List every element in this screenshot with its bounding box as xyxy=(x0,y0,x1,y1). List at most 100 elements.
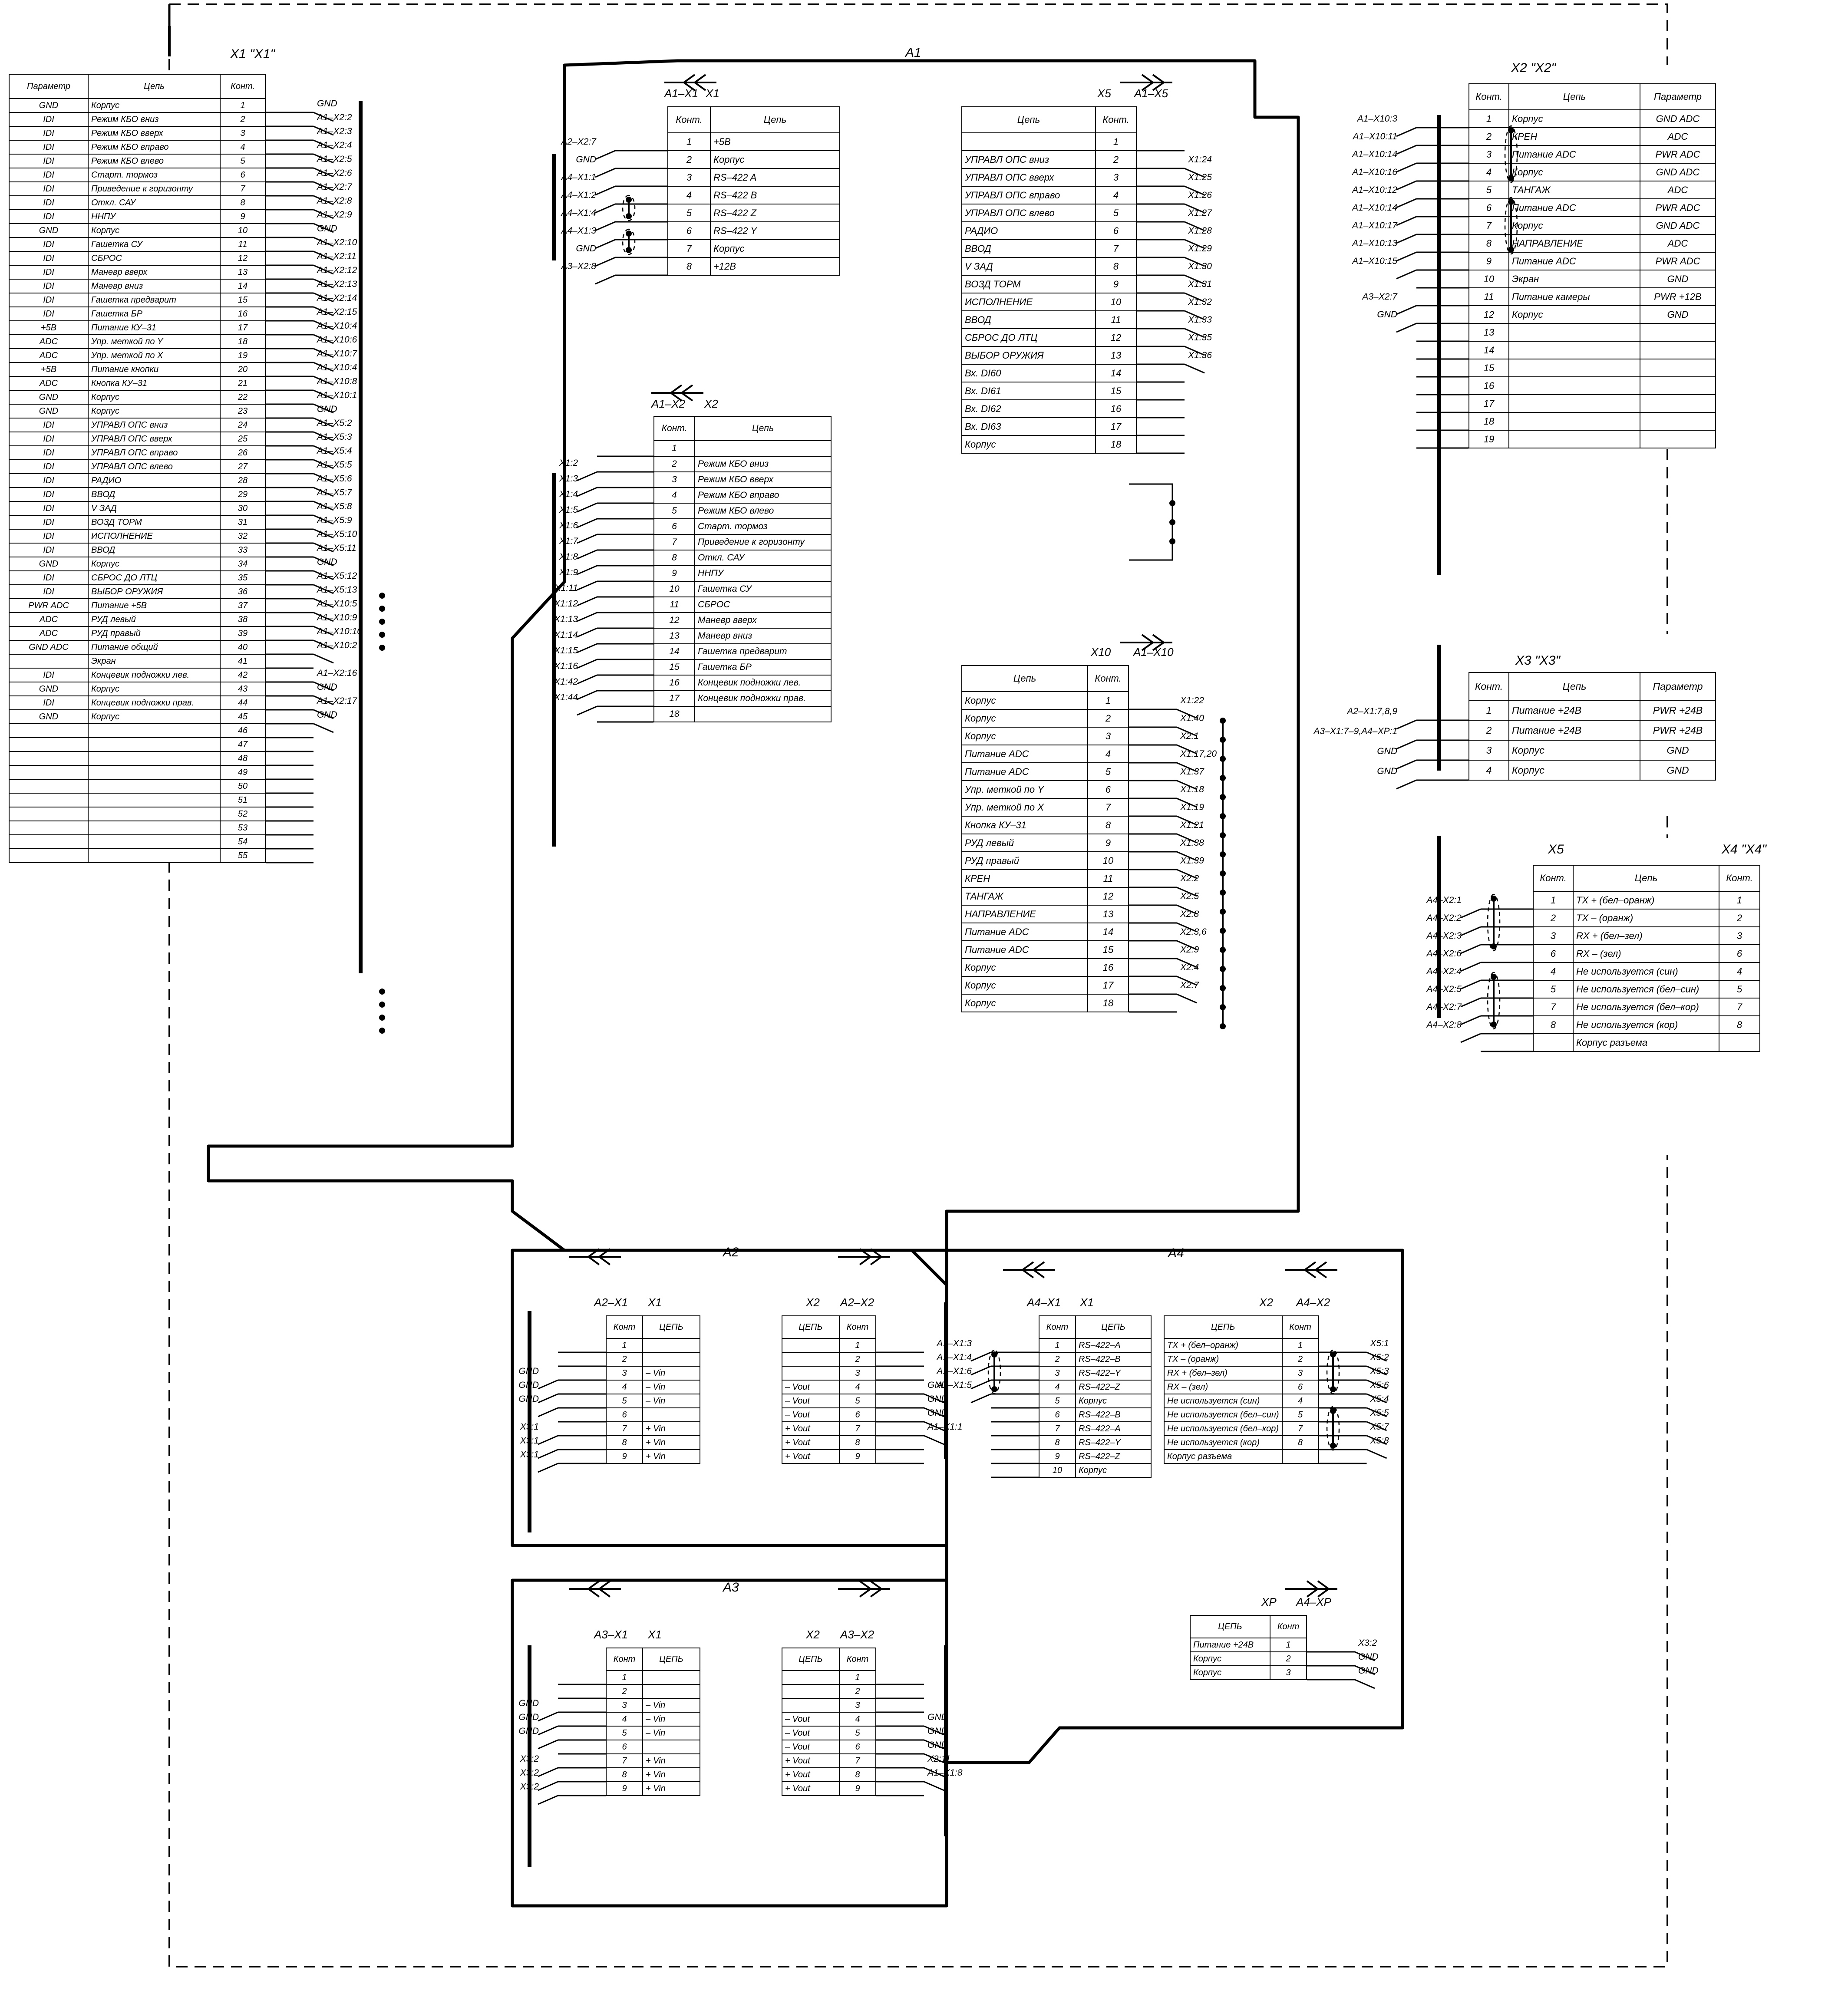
table-row: GND Корпус 22 xyxy=(9,390,266,405)
table-row: Корпус 3 xyxy=(1190,1665,1307,1680)
table-cell xyxy=(9,793,89,807)
col-header: Конт. xyxy=(667,106,711,133)
table-cell: Питание ADC xyxy=(1508,252,1640,270)
a4-x2-ref-label: A4–X2 xyxy=(1296,1296,1330,1309)
table-row: Корпус разъема xyxy=(1533,1033,1760,1052)
table-cell: 48 xyxy=(220,751,266,766)
table-cell xyxy=(1508,412,1640,431)
table-row: 17 Концевик подножки прав. xyxy=(653,690,832,707)
table-cell xyxy=(1281,1449,1319,1464)
wire-label: X1:30 xyxy=(1188,261,1212,271)
col-header: Конт. xyxy=(1468,83,1509,110)
wire-label: X1:8 xyxy=(559,552,578,562)
table-cell: IDI xyxy=(9,570,89,585)
table-cell: 8 xyxy=(1039,1435,1076,1450)
table-cell: Концевик подножки лев. xyxy=(694,675,832,691)
table-cell: 10 xyxy=(1095,293,1137,311)
table-cell: 2 xyxy=(1468,720,1509,741)
wire-label: X2:11 xyxy=(927,1754,951,1764)
table-row: 11 СБРОС xyxy=(653,596,832,613)
table-row: 54 xyxy=(9,834,266,849)
wire-label: X3:2 xyxy=(520,1754,539,1764)
table-row: УПРАВЛ ОПС влево 5 xyxy=(961,204,1137,222)
table-cell: RS–422–Z xyxy=(1075,1380,1152,1394)
table-row: 5 Не используется (бел–син) 5 xyxy=(1533,980,1760,998)
table-row: 6 Питание ADC PWR ADC xyxy=(1468,198,1716,217)
table-cell: TX + (бел–оранж) xyxy=(1573,891,1719,910)
table-cell: 6 xyxy=(1533,944,1574,963)
table-row: РУД левый 9 xyxy=(961,834,1129,852)
col-header: Конт. xyxy=(1087,665,1129,692)
table-row: ВВОД 7 xyxy=(961,239,1137,258)
table-row: Не используется (бел–кор) 7 xyxy=(1164,1421,1319,1436)
table-row: 3 Режим КБО вверх xyxy=(653,471,832,488)
table-row: 2 Питание +24В PWR +24В xyxy=(1468,720,1716,741)
table-cell: 9 xyxy=(1095,275,1137,293)
table-row: 7 RS–422–A xyxy=(1039,1421,1152,1436)
table-cell: TX – (оранж) xyxy=(1573,909,1719,927)
table-cell xyxy=(642,1670,700,1685)
table-cell: 1 xyxy=(1719,891,1760,910)
wire-label: GND xyxy=(927,1380,948,1390)
table-cell: + Vin xyxy=(642,1449,700,1464)
table-cell: – Vin xyxy=(642,1366,700,1381)
table-cell: 5 xyxy=(606,1726,643,1740)
table-header-row: ЦЕПЬ Конт xyxy=(1190,1615,1307,1638)
table-row: 4– Vin xyxy=(606,1380,700,1394)
table-row: 2 Корпус xyxy=(667,150,840,169)
table-cell: – Vin xyxy=(642,1726,700,1740)
table-cell: Откл. САУ xyxy=(88,195,221,210)
table-cell: 9 xyxy=(1039,1449,1076,1464)
wire-label: A1–X5:6 xyxy=(317,474,352,484)
col-header: Конт xyxy=(1281,1315,1319,1339)
table-cell: Вх. DI61 xyxy=(961,382,1096,400)
table-cell xyxy=(642,1407,700,1422)
table-cell: Концевик подножки прав. xyxy=(694,690,832,707)
table-row: 9 + Vin xyxy=(606,1449,700,1464)
wire-label: A4–X1:1 xyxy=(561,172,596,182)
wire-label: A1–X2:16 xyxy=(317,668,357,678)
table-cell: 37 xyxy=(220,598,266,613)
table-row: 46 xyxy=(9,723,266,738)
wire-label: X1:42 xyxy=(554,677,578,687)
table-row: 6 xyxy=(606,1407,700,1422)
table-cell: 13 xyxy=(653,628,695,644)
a1-x10-table: Цепь Конт. Корпус 1 Корпус 2 Корпус 3 Питание AD… xyxy=(961,665,1129,1012)
table-cell: Упр. меткой по Y xyxy=(88,334,221,349)
table-cell: 10 xyxy=(220,223,266,238)
table-cell: IDI xyxy=(9,237,89,252)
table-cell: 8 xyxy=(1719,1015,1760,1034)
table-cell: +5В xyxy=(9,320,89,335)
table-cell: 32 xyxy=(220,529,266,544)
table-cell: Питание общий xyxy=(88,640,221,655)
table-row: 15 xyxy=(1468,359,1716,377)
table-cell: Питание +24В xyxy=(1190,1638,1270,1652)
table-cell: 7 xyxy=(839,1753,876,1768)
table-row: 7 Корпус xyxy=(667,239,840,258)
table-cell: УПРАВЛ ОПС влево xyxy=(961,204,1096,222)
table-cell: Маневр вверх xyxy=(694,612,832,629)
col-header: Цепь xyxy=(961,106,1096,133)
table-row: GND Корпус 1 xyxy=(9,98,266,113)
table-cell: Питание +5В xyxy=(88,598,221,613)
table-cell: Режим КБО влево xyxy=(694,503,832,519)
wire-label: X5:2 xyxy=(1370,1352,1389,1362)
table-cell: IDI xyxy=(9,501,89,516)
table-row: 16 xyxy=(1468,376,1716,395)
table-cell: IDI xyxy=(9,473,89,488)
col-header: Цепь xyxy=(88,74,221,99)
table-row: + Vout 9 xyxy=(782,1449,876,1464)
table-cell: 2 xyxy=(1087,709,1129,728)
table-cell xyxy=(88,821,221,835)
a2-x2-conn-label: X2 xyxy=(806,1296,820,1309)
table-row: IDI ВЫБОР ОРУЖИЯ 36 xyxy=(9,584,266,599)
table-row: 1 xyxy=(782,1670,876,1685)
table-row: 18 xyxy=(1468,412,1716,431)
table-cell: 8 xyxy=(839,1435,876,1450)
table-row: GND ADC Питание общий 40 xyxy=(9,640,266,655)
wire-label: X1:12 xyxy=(554,599,578,609)
table-cell: 4 xyxy=(667,186,711,204)
table-cell: 16 xyxy=(1087,958,1129,977)
table-cell: 10 xyxy=(653,581,695,597)
table-cell xyxy=(1508,394,1640,413)
